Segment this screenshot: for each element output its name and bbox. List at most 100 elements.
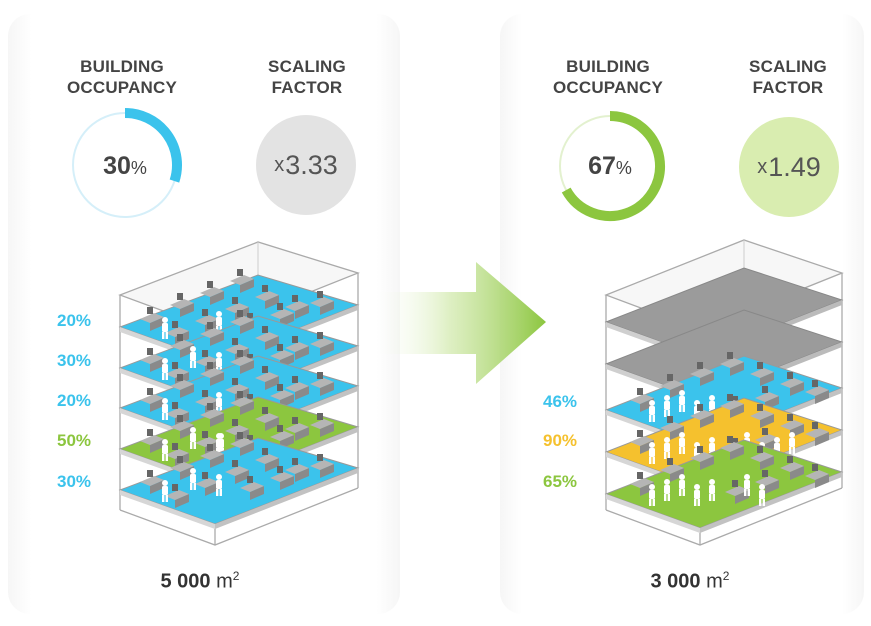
before-building-base [119, 487, 359, 546]
after-floor-2-person-9-leg-r [792, 447, 795, 454]
before-floor-3-desk-1 [140, 388, 164, 412]
after-occupancy-number: 67 [588, 152, 616, 180]
before-floor-2-desk-9-monitor [292, 336, 298, 343]
before-floor-1-desk-9-monitor [292, 295, 298, 302]
before-floor-5-desk-4 [230, 432, 254, 456]
before-floor-4-desk-12-top [310, 419, 334, 429]
after-floor-2-desk-7 [805, 422, 829, 446]
after-floor-1-person-5-head [709, 395, 715, 401]
after-floor-1-desk-4 [720, 352, 744, 376]
before-floor-5-desk-9-side [295, 468, 309, 482]
after-floor-2-person-2-leg-r [667, 452, 670, 459]
before-floor-4-person-1-body [162, 445, 168, 454]
before-floor-1-person-1-head [162, 317, 168, 323]
after-floor-1-desk-9-monitor [762, 386, 768, 393]
before-floor-4-desk-2-top [170, 421, 194, 431]
before-floor-3-desk-2 [170, 374, 194, 398]
before-floor-5-desk-7 [225, 460, 249, 484]
before-floor-4-desk-4-monitor [237, 391, 243, 398]
before-floor-5-desk-9-monitor [292, 458, 298, 465]
before-floor-1-desk-8-side [265, 295, 279, 309]
after-floor-2-desk-6-monitor [787, 414, 793, 421]
before-floor-1-desk-11-monitor [277, 303, 283, 310]
after-floor-1-person-2-leg-r [667, 410, 670, 417]
after-floor-1-desk-2 [660, 374, 684, 398]
before-floor-1-desk-5-monitor [172, 321, 178, 328]
after-floor-1-person-3-leg-l [679, 405, 682, 412]
before-floor-5-desk-6-monitor [202, 472, 208, 479]
before-floor-3-desk-9 [285, 376, 309, 400]
after-floor-3-person-6 [744, 474, 750, 496]
after-floor-3-desk-7 [805, 464, 829, 488]
before-floor-4-person-5-head [218, 433, 224, 439]
before-floor-5-desk-10-monitor [247, 476, 253, 483]
after-scaling-label: SCALING FACTOR [728, 56, 848, 98]
before-floor-5-person-3-head [190, 468, 196, 474]
before-floor-2-desk-2-top [170, 340, 194, 350]
before-floor-3-desk-12 [310, 372, 334, 396]
before-floor-3-desk-8 [255, 366, 279, 390]
before-floor-3-desk-11-monitor [277, 384, 283, 391]
before-floor-1-desk-5-top [165, 327, 189, 337]
after-floor-2-person-5-head [709, 437, 715, 443]
after-floor-1-person-2-head [664, 395, 670, 401]
before-floor-3-desk-12-monitor [317, 372, 323, 379]
before-floor-4-person-5-leg-l [218, 448, 221, 455]
before-floor-5-person-2-body [216, 480, 222, 489]
before-floor-3-person-1-leg-r [165, 413, 168, 420]
before-floor-4-desk-1-top [140, 435, 164, 445]
before-floor-4-desk-6-monitor [202, 431, 208, 438]
before-floor-2-person-3-body [190, 352, 196, 361]
before-floor-1-desk-7-top [225, 303, 249, 313]
before-floor-5-desk-3-top [200, 450, 224, 460]
after-floor-2-person-3-head [679, 432, 685, 438]
after-floor-3-desk-4 [720, 436, 744, 460]
before-floor-2-desk-4-side [240, 320, 254, 334]
before-floor-2-person-1 [162, 358, 168, 380]
after-floor-2-desk-8-monitor [732, 438, 738, 445]
before-floor-3-desk-2-side [180, 384, 194, 398]
before-occupancy-label-line1: BUILDING [80, 57, 164, 76]
after-floor-2-person-9-head [789, 432, 795, 438]
before-floor-5-person-3-body [190, 474, 196, 483]
before-floor-1-desk-12-top [310, 297, 334, 307]
before-floor-5-desk-4-top [230, 438, 254, 448]
after-floor-1-desk-7 [805, 380, 829, 404]
before-floor-5-edge-front [120, 490, 215, 529]
after-floor-3-person-2-head [664, 479, 670, 485]
before-floor-2-desk-4 [230, 310, 254, 334]
after-floor-1-desk-5 [750, 362, 774, 386]
before-floor-5-person-1-leg-l [162, 495, 165, 502]
before-floor-1-person-1-leg-l [162, 332, 165, 339]
after-floor-3-desk-2 [660, 458, 684, 482]
after-occupancy-label: BUILDING OCCUPANCY [538, 56, 678, 98]
before-floor-3-person-1 [162, 398, 168, 420]
before-floor-1-desk-6-monitor [202, 309, 208, 316]
before-floor-5-desk-11 [270, 466, 294, 490]
before-floor-4-desk-3-side [210, 413, 224, 427]
before-floor-5-desk-2-top [170, 462, 194, 472]
after-floor-2-person-1-leg-l [649, 457, 652, 464]
after-floor-3-person-7-leg-r [762, 499, 765, 506]
before-floor-1-desk-2-side [180, 303, 194, 317]
before-floor-2-desk-8-top [255, 332, 279, 342]
before-floor-2-desk-12-side [320, 342, 334, 356]
after-floor-2-person-2 [664, 437, 670, 459]
after-floor-1-desk-5-monitor [757, 362, 763, 369]
after-scaling-label-line1: SCALING [749, 57, 827, 76]
before-floor-1-desk-4-monitor [237, 269, 243, 276]
after-floor-3-desk-6 [780, 456, 804, 480]
after-floor-3-person-5-leg-r [712, 494, 715, 501]
before-floor-1-desk-8-monitor [262, 285, 268, 292]
before-occupancy-ring-arc [124, 108, 182, 183]
before-floor-1-desk-3 [200, 281, 224, 305]
before-floor-4-desk-7-top [225, 425, 249, 435]
before-floor-1-person-1-leg-r [165, 332, 168, 339]
before-floor-5-person-3-leg-r [193, 483, 196, 490]
before-floor-2-desk-9-side [295, 346, 309, 360]
before-floor-4-desk-11-monitor [277, 425, 283, 432]
after-floor-3-person-2 [664, 479, 670, 501]
before-floor-1-desk-10-monitor [247, 313, 253, 320]
before-floor-1-desk-1 [140, 307, 164, 331]
after-scaling-prefix: x [757, 155, 768, 178]
